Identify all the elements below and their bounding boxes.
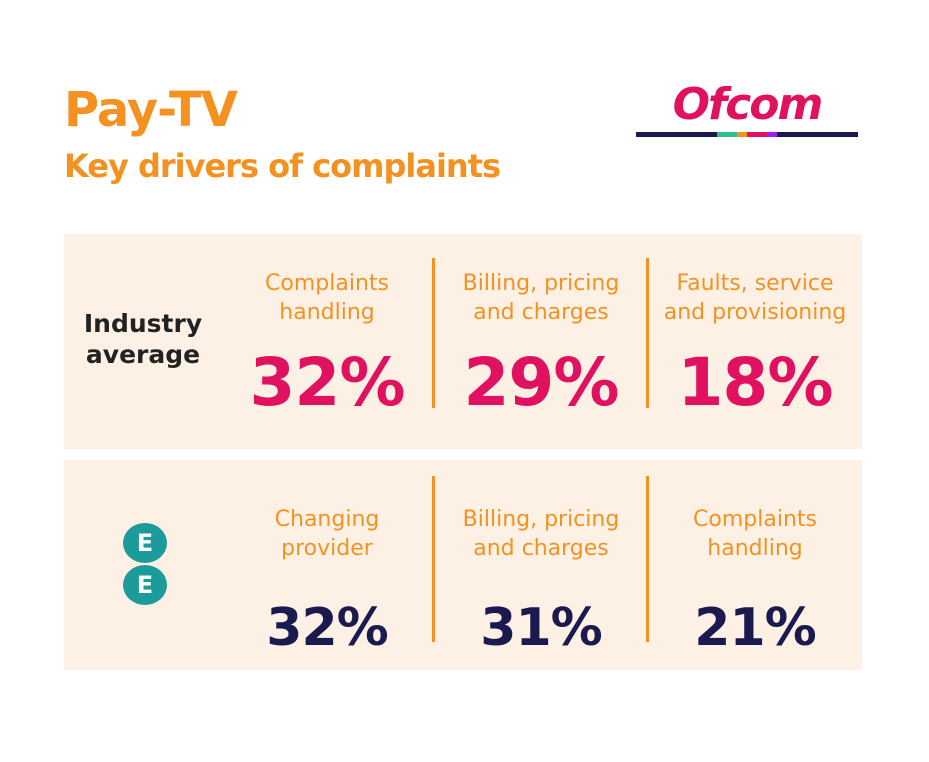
stat-label: Billing, pricing and charges <box>462 506 620 561</box>
stat-label: Changing provider <box>274 506 380 561</box>
subtitle: Key drivers of complaints <box>64 147 501 185</box>
divider <box>646 258 649 408</box>
stat-value: 31% <box>480 598 602 658</box>
panel: Industry average Complaints handling 32% Bi… <box>64 234 862 449</box>
row-label: Industry average <box>83 308 203 369</box>
stat-label: Complaints handling <box>693 506 817 561</box>
stat: Complaints handling 32% <box>227 254 427 422</box>
stat: Billing, pricing and charges 29% <box>441 254 641 422</box>
stat-label: Faults, service and provisioning <box>663 270 847 325</box>
panel: E E Changing provider 32% Billing, pricing a… <box>64 460 862 670</box>
stat-value: 21% <box>694 598 816 658</box>
title: Pay-TV <box>64 82 238 138</box>
provider-logo: E <box>123 523 167 563</box>
logo-text: Ofcom <box>672 79 824 130</box>
stat-value: 32% <box>266 598 388 658</box>
stat-value: 18% <box>677 344 834 421</box>
stat-value: 29% <box>463 344 620 421</box>
stat: Billing, pricing and charges 31% <box>441 490 641 659</box>
stat-label: Billing, pricing and charges <box>462 270 620 325</box>
divider <box>432 476 435 642</box>
provider-logo: E <box>123 565 167 605</box>
divider <box>432 258 435 408</box>
stat: Changing provider 32% <box>227 490 427 659</box>
divider <box>646 476 649 642</box>
stat-label: Complaints handling <box>265 270 389 325</box>
logo-bar <box>636 132 859 137</box>
stat-value: 32% <box>249 344 406 421</box>
stat: Complaints handling 21% <box>655 490 855 659</box>
stat: Faults, service and provisioning 18% <box>655 254 855 422</box>
logo: Ofcom <box>636 79 859 137</box>
